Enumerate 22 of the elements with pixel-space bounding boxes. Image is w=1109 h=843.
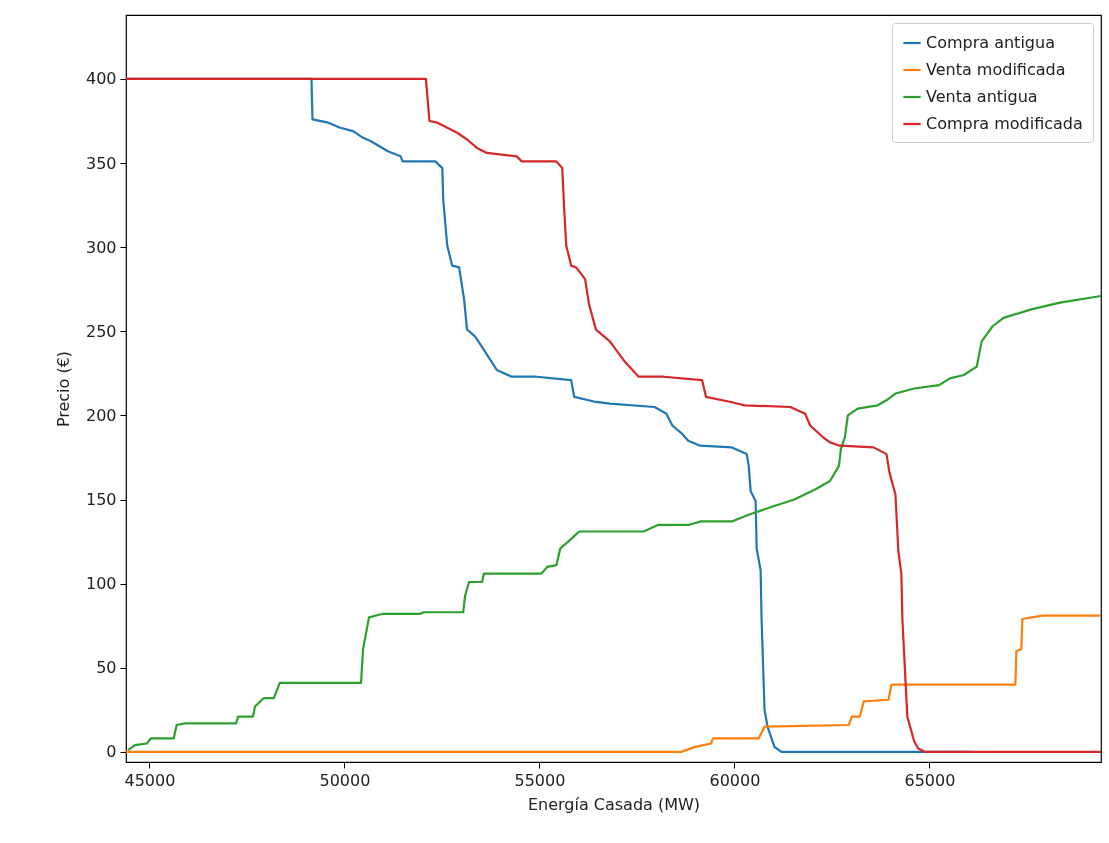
x-axis-title: Energía Casada (MW) (527, 794, 701, 814)
line-series (126, 294, 1101, 752)
legend-label: Compra modificada (926, 114, 1083, 133)
y-axis-title: Precio (€) (53, 350, 73, 428)
y-tick-label: 150 (85, 490, 117, 510)
y-tick-label: 250 (85, 321, 117, 341)
y-tick-label: 100 (85, 574, 117, 594)
legend-label: Compra antigua (926, 33, 1055, 52)
x-tick-label: 55000 (514, 770, 566, 790)
legend-label: Venta modificada (926, 60, 1066, 79)
y-tick-label: 200 (85, 405, 117, 425)
x-tick-label: 60000 (709, 770, 761, 790)
y-tick-label: 300 (85, 237, 117, 257)
x-tick-label: 50000 (319, 770, 371, 790)
y-tick-label: 0 (106, 742, 117, 762)
y-tick-label: 400 (85, 69, 117, 89)
x-tick-label: 45000 (124, 770, 176, 790)
y-tick-label: 50 (96, 658, 117, 678)
legend-label: Venta antigua (926, 87, 1038, 106)
line-series (126, 614, 1101, 754)
x-tick-label: 65000 (904, 770, 956, 790)
y-tick-label: 350 (85, 153, 117, 173)
